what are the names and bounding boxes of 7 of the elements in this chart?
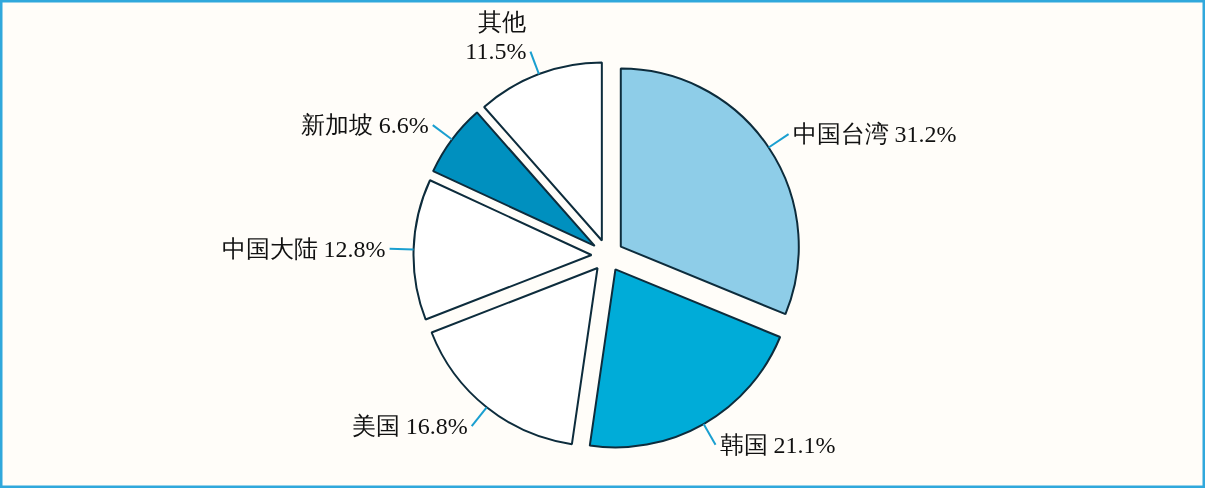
slice-label: 中国台湾 31.2%	[792, 121, 957, 148]
slice-label: 美国 16.8%	[351, 413, 468, 440]
slice-label: 新加坡 6.6%	[300, 112, 429, 139]
slice-label: 中国大陆 12.8%	[221, 235, 386, 262]
slice-label: 其他	[478, 8, 527, 35]
data-label: 11.5%	[465, 37, 527, 64]
slice-label: 韩国 21.1%	[719, 431, 836, 458]
